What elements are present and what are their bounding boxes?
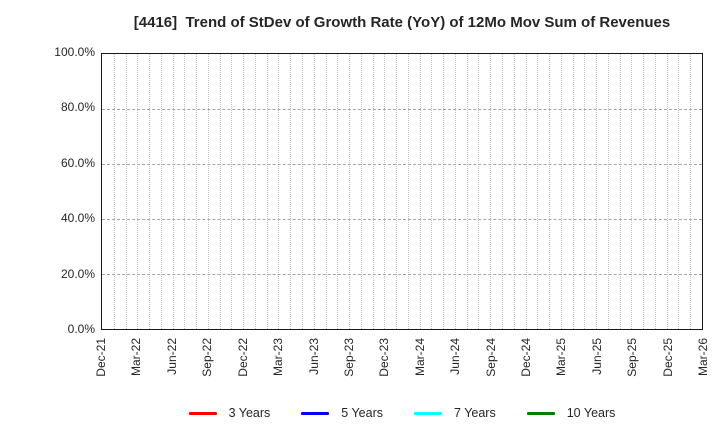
vertical-gridline — [113, 54, 115, 329]
x-tick-label: Dec-25 — [660, 338, 675, 377]
vertical-gridline — [196, 54, 198, 329]
x-tick-label: Jun-24 — [448, 338, 463, 375]
x-tick-label: Dec-22 — [235, 338, 250, 377]
legend: 3 Years 5 Years 7 Years 10 Years — [101, 403, 703, 423]
legend-line-swatch — [526, 411, 555, 415]
legend-item-3-years: 3 Years — [188, 406, 271, 420]
vertical-gridline — [607, 54, 609, 329]
legend-item-7-years: 7 Years — [414, 406, 496, 420]
x-tick-label: Jun-22 — [164, 338, 179, 375]
x-tick-label: Jun-25 — [589, 338, 604, 375]
horizontal-gridline — [102, 274, 702, 275]
vertical-gridline — [407, 54, 409, 329]
y-tick-label: 40.0% — [60, 211, 95, 226]
y-tick-label: 80.0% — [60, 100, 95, 115]
legend-item-5-years: 5 Years — [301, 406, 383, 420]
vertical-gridline — [478, 54, 480, 329]
vertical-gridline — [125, 54, 127, 329]
x-tick-label: Mar-24 — [412, 338, 427, 377]
x-tick-label: Sep-23 — [341, 338, 356, 377]
vertical-gridline — [466, 54, 468, 329]
horizontal-gridline — [102, 219, 702, 220]
vertical-gridline — [596, 54, 598, 329]
vertical-gridline — [537, 54, 539, 329]
x-tick-label: Mar-23 — [271, 338, 286, 377]
vertical-gridline — [219, 54, 221, 329]
vertical-gridline — [572, 54, 574, 329]
vertical-gridline — [349, 54, 351, 329]
vertical-gridline — [443, 54, 445, 329]
vertical-gridline — [254, 54, 256, 329]
vertical-gridline — [243, 54, 245, 329]
x-tick-label: Dec-24 — [518, 338, 533, 377]
legend-label: 10 Years — [566, 406, 616, 420]
vertical-gridline — [313, 54, 315, 329]
vertical-gridline — [502, 54, 503, 329]
vertical-gridline — [431, 54, 433, 329]
legend-label: 3 Years — [228, 406, 271, 420]
vertical-gridline — [549, 54, 551, 329]
x-tick-label: Sep-25 — [625, 338, 640, 377]
x-tick-label: Mar-26 — [696, 338, 710, 377]
vertical-gridline — [454, 54, 456, 329]
vertical-gridline — [631, 54, 633, 329]
legend-label: 5 Years — [341, 406, 384, 420]
vertical-gridline — [137, 54, 139, 329]
vertical-gridline — [490, 54, 492, 329]
vertical-gridline — [560, 54, 562, 329]
vertical-gridline — [419, 54, 421, 329]
horizontal-gridline — [102, 109, 702, 110]
legend-line-swatch — [188, 411, 217, 415]
vertical-gridline — [384, 54, 386, 329]
vertical-gridline — [337, 54, 339, 329]
vertical-gridline — [325, 54, 327, 329]
x-tick-label: Mar-25 — [554, 338, 569, 377]
vertical-gridline — [513, 54, 515, 329]
legend-line-swatch — [414, 411, 443, 415]
vertical-gridline — [666, 54, 668, 329]
vertical-gridline — [372, 54, 374, 329]
x-tick-label: Dec-23 — [377, 338, 392, 377]
vertical-gridline — [266, 54, 268, 329]
vertical-gridline — [278, 54, 280, 329]
x-tick-label: Sep-22 — [200, 338, 215, 377]
vertical-gridline — [207, 54, 209, 329]
vertical-gridline — [643, 54, 645, 329]
vertical-gridline — [160, 54, 162, 329]
y-tick-label: 60.0% — [60, 155, 95, 170]
vertical-gridline — [654, 54, 656, 329]
x-tick-label: Dec-21 — [94, 338, 108, 377]
vertical-gridline — [172, 54, 174, 329]
x-tick-label: Sep-24 — [483, 338, 498, 377]
vertical-gridline — [302, 54, 303, 329]
y-tick-label: 20.0% — [60, 266, 95, 281]
vertical-gridline — [525, 54, 527, 329]
x-tick-label: Jun-23 — [306, 338, 321, 375]
vertical-gridline — [231, 54, 233, 329]
y-tick-label: 0.0% — [67, 322, 95, 336]
vertical-gridline — [290, 54, 292, 329]
legend-line-swatch — [301, 411, 330, 415]
vertical-gridline — [690, 54, 692, 329]
x-tick-label: Mar-22 — [129, 338, 144, 377]
y-tick-label: 100.0% — [54, 45, 95, 59]
legend-item-10-years: 10 Years — [526, 406, 616, 420]
legend-label: 7 Years — [454, 406, 496, 420]
chart-title: [4416] Trend of StDev of Growth Rate (Yo… — [133, 14, 671, 31]
x-axis-labels: Dec-21 Mar-22 Jun-22 Sep-22 Dec-22 Mar-23 Jun-… — [94, 336, 710, 391]
vertical-gridline — [396, 54, 398, 329]
vertical-gridline — [184, 54, 186, 329]
vertical-gridline — [149, 54, 151, 329]
vertical-gridline — [678, 54, 680, 329]
vertical-gridline — [360, 54, 362, 329]
plot-area — [101, 53, 703, 330]
horizontal-gridline — [102, 164, 702, 165]
vertical-gridline — [584, 54, 586, 329]
vertical-gridline — [619, 54, 621, 329]
